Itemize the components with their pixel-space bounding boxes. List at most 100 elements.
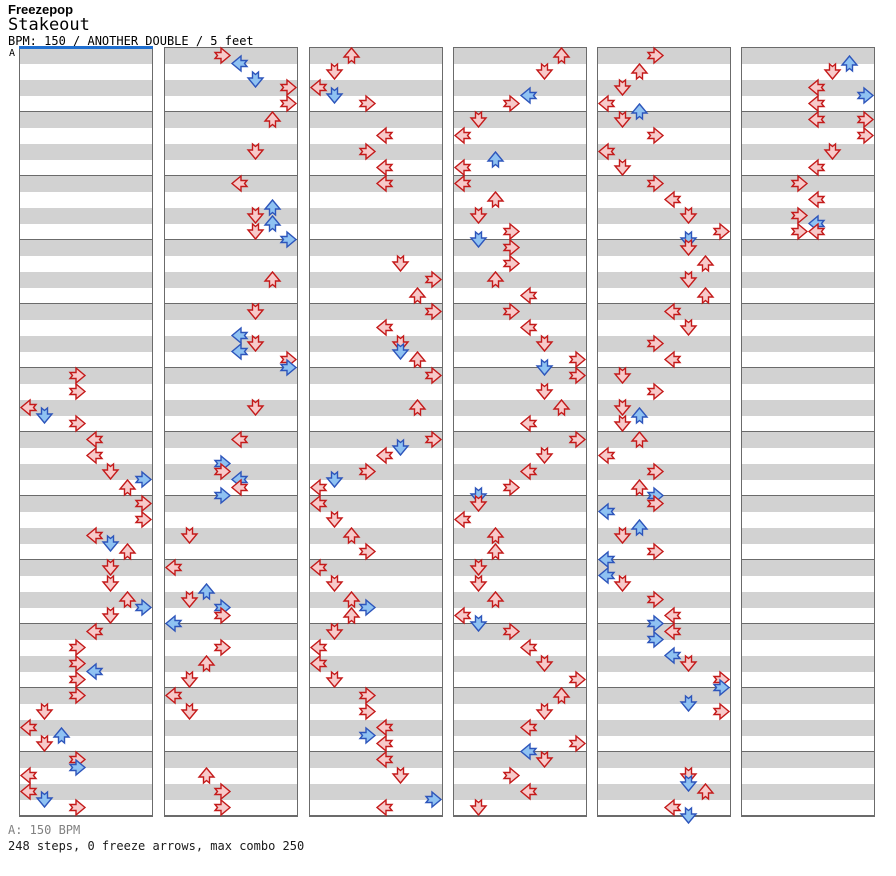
note-arrow-up-icon — [552, 686, 571, 704]
note-arrow-down-icon — [325, 670, 344, 688]
note-arrow-up-icon — [840, 54, 859, 72]
note-arrow-left-icon — [375, 158, 394, 176]
note-arrow-right-icon — [213, 462, 232, 480]
note-arrow-down-icon — [101, 462, 120, 480]
note-arrow-right-icon — [213, 46, 232, 64]
note-arrow-down-icon — [613, 574, 632, 592]
note-arrow-down-icon — [325, 62, 344, 80]
chart-meta: BPM: 150 / ANOTHER DOUBLE / 5 feet — [8, 34, 254, 48]
note-arrow-down-icon — [679, 318, 698, 336]
note-arrow-up-icon — [696, 782, 715, 800]
note-arrow-right-icon — [424, 366, 443, 384]
note-arrow-up-icon — [552, 46, 571, 64]
note-arrow-left-icon — [230, 342, 249, 360]
note-arrow-left-icon — [85, 430, 104, 448]
note-arrow-right-icon — [856, 86, 875, 104]
song-title: Stakeout — [8, 15, 90, 35]
note-arrow-left-icon — [230, 430, 249, 448]
note-arrow-left-icon — [597, 550, 616, 568]
note-arrow-left-icon — [309, 558, 328, 576]
note-arrow-left-icon — [19, 766, 38, 784]
note-arrow-up-icon — [197, 582, 216, 600]
note-arrow-down-icon — [325, 86, 344, 104]
note-arrow-right-icon — [358, 598, 377, 616]
note-arrow-left-icon — [309, 78, 328, 96]
note-arrow-right-icon — [279, 94, 298, 112]
chart-column — [453, 47, 587, 817]
note-arrow-up-icon — [486, 270, 505, 288]
note-arrow-right-icon — [568, 366, 587, 384]
note-arrow-right-icon — [502, 238, 521, 256]
note-arrow-left-icon — [453, 126, 472, 144]
note-arrow-left-icon — [164, 558, 183, 576]
note-arrow-down-icon — [613, 158, 632, 176]
note-arrow-up-icon — [263, 214, 282, 232]
note-arrow-left-icon — [230, 478, 249, 496]
note-arrow-down-icon — [325, 574, 344, 592]
note-arrow-left-icon — [519, 318, 538, 336]
note-arrow-right-icon — [424, 270, 443, 288]
note-arrow-down-icon — [823, 142, 842, 160]
note-arrow-up-icon — [630, 518, 649, 536]
note-arrow-down-icon — [246, 302, 265, 320]
note-arrow-right-icon — [424, 430, 443, 448]
note-arrow-down-icon — [613, 526, 632, 544]
note-arrow-up-icon — [486, 590, 505, 608]
note-arrow-left-icon — [453, 510, 472, 528]
note-arrow-down-icon — [613, 78, 632, 96]
note-arrow-right-icon — [502, 766, 521, 784]
note-arrow-down-icon — [325, 470, 344, 488]
note-arrow-left-icon — [519, 414, 538, 432]
chart-column — [19, 47, 153, 817]
note-arrow-left-icon — [519, 638, 538, 656]
note-arrow-right-icon — [213, 606, 232, 624]
note-arrow-left-icon — [663, 646, 682, 664]
note-arrow-right-icon — [856, 126, 875, 144]
note-arrow-right-icon — [68, 654, 87, 672]
note-arrow-left-icon — [19, 718, 38, 736]
note-arrow-right-icon — [568, 670, 587, 688]
note-arrow-up-icon — [696, 254, 715, 272]
note-arrow-up-icon — [630, 430, 649, 448]
note-arrow-left-icon — [453, 158, 472, 176]
note-arrow-down-icon — [246, 222, 265, 240]
note-arrow-right-icon — [856, 110, 875, 128]
note-arrow-right-icon — [279, 230, 298, 248]
note-arrow-up-icon — [263, 270, 282, 288]
note-arrow-left-icon — [519, 718, 538, 736]
note-arrow-left-icon — [453, 174, 472, 192]
note-arrow-left-icon — [663, 302, 682, 320]
note-arrow-down-icon — [325, 510, 344, 528]
note-arrow-up-icon — [263, 198, 282, 216]
note-arrow-up-icon — [486, 542, 505, 560]
note-arrow-left-icon — [85, 622, 104, 640]
note-arrow-right-icon — [68, 638, 87, 656]
note-arrow-up-icon — [486, 150, 505, 168]
note-arrow-down-icon — [679, 806, 698, 824]
chart-column — [741, 47, 875, 817]
note-arrow-left-icon — [807, 110, 826, 128]
note-arrow-down-icon — [823, 62, 842, 80]
note-arrow-down-icon — [391, 334, 410, 352]
note-arrow-up-icon — [118, 590, 137, 608]
note-arrow-down-icon — [469, 798, 488, 816]
note-arrow-right-icon — [502, 222, 521, 240]
note-arrow-left-icon — [519, 742, 538, 760]
note-arrow-right-icon — [358, 702, 377, 720]
note-arrow-down-icon — [180, 702, 199, 720]
note-arrow-right-icon — [712, 678, 731, 696]
note-arrow-right-icon — [68, 382, 87, 400]
note-arrow-right-icon — [502, 302, 521, 320]
note-arrow-down-icon — [679, 694, 698, 712]
note-arrow-down-icon — [535, 62, 554, 80]
note-arrow-right-icon — [68, 670, 87, 688]
note-arrow-left-icon — [230, 326, 249, 344]
note-arrow-right-icon — [68, 366, 87, 384]
note-arrow-right-icon — [134, 510, 153, 528]
note-arrow-left-icon — [309, 654, 328, 672]
note-arrow-right-icon — [712, 222, 731, 240]
note-arrow-down-icon — [246, 334, 265, 352]
note-arrow-down-icon — [535, 382, 554, 400]
note-arrow-right-icon — [646, 382, 665, 400]
note-arrow-left-icon — [375, 750, 394, 768]
